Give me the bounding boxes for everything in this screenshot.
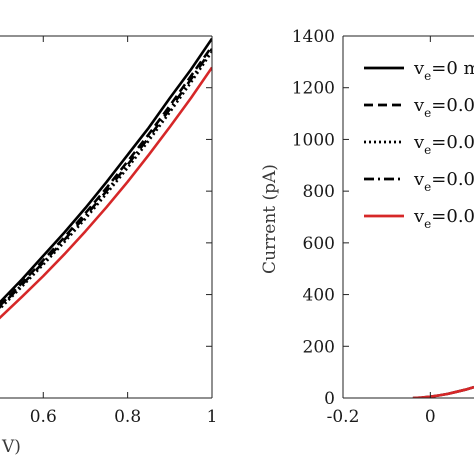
right-y-tick-label: 200: [303, 337, 335, 357]
right-series-line-1: [412, 385, 474, 398]
legend: ve=0 m ve=0.00 ve=0.00 ve=0.00 ve=0.0: [350, 50, 474, 250]
right-y-tick-label: 1400: [292, 27, 335, 47]
right-y-tick-label: 1000: [292, 130, 335, 150]
legend-label-0: ve=0 m: [413, 58, 474, 83]
left-series-line-4: [0, 66, 212, 320]
legend-label-1: ve=0.00: [413, 95, 474, 120]
left-x-tick-label: 0.6: [30, 407, 57, 427]
legend-label-3: ve=0.00: [413, 169, 474, 194]
right-x-tick-label: -0.2: [327, 407, 360, 427]
right-y-tick-label: 600: [303, 234, 335, 254]
left-tick-group: 0.6 0.8 1: [30, 35, 218, 427]
left-axes-frame: [0, 35, 213, 399]
right-y-tick-label: 800: [303, 182, 335, 202]
left-series-line-1: [0, 45, 212, 308]
left-x-tick-label: 0.8: [114, 407, 141, 427]
right-axes-frame: [342, 35, 474, 399]
right-y-tick-label: 400: [303, 286, 335, 306]
left-x-axis-label: V): [1, 437, 21, 457]
left-series-group: [0, 37, 212, 320]
left-x-tick-label: 1: [207, 407, 218, 427]
right-y-tick-label: 1200: [292, 79, 335, 99]
left-series-line-3: [0, 48, 212, 309]
right-x-tick-label: 0: [425, 407, 436, 427]
left-series-line-0: [0, 37, 212, 305]
legend-label-2: ve=0.00: [413, 132, 474, 157]
right-y-axis-label: Current (pA): [260, 164, 280, 274]
legend-label-4: ve=0.0: [413, 206, 474, 231]
left-panel: 0.6 0.8 1 V): [0, 35, 218, 457]
right-series-group: [412, 385, 474, 398]
right-y-tick-label: 0: [324, 389, 335, 409]
